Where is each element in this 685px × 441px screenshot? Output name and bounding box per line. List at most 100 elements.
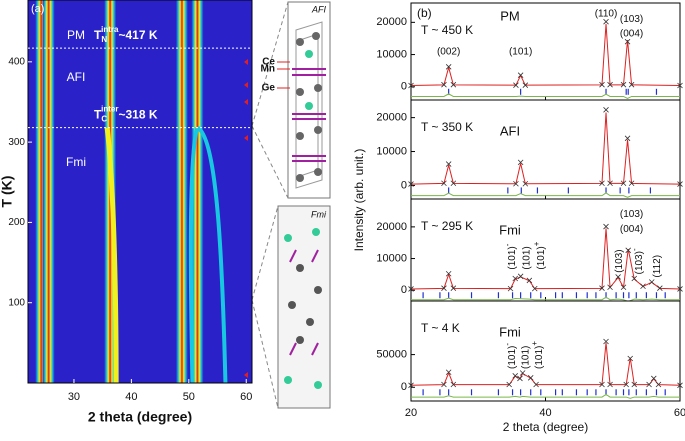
observed-point bbox=[450, 81, 457, 88]
phase-label: Fmi bbox=[499, 222, 521, 237]
atom bbox=[305, 50, 313, 58]
intensity-stripe bbox=[42, 0, 55, 383]
atom-label: Mn bbox=[261, 64, 275, 75]
peak-label: (103)- bbox=[630, 248, 645, 274]
observed-point bbox=[648, 279, 655, 285]
observed-point bbox=[640, 283, 646, 290]
cell-edges bbox=[295, 21, 323, 189]
observed-point bbox=[628, 180, 635, 187]
structure-frame bbox=[287, 1, 331, 199]
observed-point bbox=[527, 375, 534, 381]
atom bbox=[314, 381, 322, 389]
y-tick-label: 0 bbox=[401, 81, 407, 93]
peak-label: (004) bbox=[620, 28, 643, 39]
temperature-label: T ~ 350 K bbox=[421, 120, 473, 134]
atom bbox=[296, 336, 304, 344]
observed-point bbox=[517, 72, 524, 78]
observed-point bbox=[677, 82, 683, 89]
observed-point bbox=[531, 285, 538, 292]
peak-index-sup: - bbox=[503, 343, 512, 346]
x-tick-label: 40 bbox=[539, 407, 551, 419]
y-tick-label: 10000 bbox=[376, 252, 407, 264]
y-tick-label: 0 bbox=[401, 284, 407, 296]
peak-label: (101)+ bbox=[532, 241, 547, 269]
transition-sub: C bbox=[101, 115, 107, 124]
intensity-stripe bbox=[175, 0, 188, 383]
phase-label: PM bbox=[500, 8, 520, 23]
transition-sup: inter bbox=[101, 105, 118, 114]
temperature-label: T ~ 4 K bbox=[421, 321, 460, 335]
observed-point bbox=[506, 381, 512, 388]
profile-line bbox=[410, 112, 681, 185]
peak-label: (004) bbox=[620, 224, 643, 235]
observed-point bbox=[512, 275, 519, 282]
profile-line bbox=[411, 296, 680, 302]
x-tick-label: 50 bbox=[183, 391, 195, 403]
observed-point bbox=[603, 338, 609, 345]
peak-label: (101) bbox=[520, 346, 531, 369]
split-arc bbox=[188, 127, 200, 384]
peak-index: (110) bbox=[595, 8, 618, 19]
observed-point bbox=[450, 180, 457, 187]
peak-index-sup: - bbox=[630, 248, 639, 251]
observed-point bbox=[507, 285, 514, 292]
plot-frame bbox=[410, 99, 681, 200]
y-tick-label: 20000 bbox=[376, 221, 407, 233]
peak-index: (002) bbox=[437, 46, 460, 57]
observed-point bbox=[631, 275, 638, 282]
observed-point bbox=[646, 381, 652, 388]
connector-lines bbox=[251, 1, 289, 409]
atom bbox=[312, 228, 320, 236]
peak-index-sup: + bbox=[532, 241, 541, 246]
peak-index: (004) bbox=[620, 28, 643, 39]
y-tick-label: 100 bbox=[8, 297, 25, 308]
y-tick-label: 0 bbox=[401, 381, 407, 393]
y-tick-label: 400 bbox=[8, 56, 25, 67]
observed-point bbox=[603, 18, 609, 25]
transition-label: TNintra~417 K bbox=[94, 25, 158, 44]
structure-title: AFI bbox=[311, 4, 327, 14]
y-tick-label: 10000 bbox=[376, 145, 407, 157]
observed-point bbox=[677, 181, 683, 187]
observed-point bbox=[607, 284, 613, 291]
peak-label: (110) bbox=[595, 8, 618, 19]
peak-index: (004) bbox=[620, 224, 643, 235]
observed-point bbox=[625, 247, 632, 254]
structure-fmi bbox=[277, 205, 331, 409]
transition-label: TCinter~318 K bbox=[94, 105, 158, 124]
y-tick-label: 20000 bbox=[376, 112, 407, 124]
atom bbox=[312, 32, 320, 40]
y-tick-label: 50000 bbox=[376, 349, 407, 361]
observed-point bbox=[408, 382, 414, 389]
observed-point bbox=[627, 355, 634, 362]
observed-point bbox=[526, 277, 533, 284]
atom bbox=[296, 88, 304, 96]
plot-frame bbox=[410, 2, 681, 101]
atom bbox=[314, 168, 322, 176]
panel-label: (b) bbox=[417, 6, 432, 20]
transition-sub: N bbox=[101, 35, 107, 44]
x-axis-label: 2 theta (degree) bbox=[503, 420, 588, 434]
observed-point bbox=[599, 81, 605, 88]
peak-index: (101) bbox=[533, 346, 544, 369]
observed-point bbox=[624, 38, 631, 45]
heatmap-background bbox=[28, 0, 252, 383]
peak-label: (101) bbox=[521, 246, 532, 269]
transition-text: ~417 K bbox=[118, 28, 157, 42]
observed-point bbox=[512, 373, 519, 379]
profile-line bbox=[410, 342, 681, 386]
observed-point bbox=[441, 381, 447, 388]
label-arrows bbox=[277, 61, 290, 89]
y-axis-label: Intensity (arb. unit.) bbox=[352, 149, 366, 252]
peak-index: (103) bbox=[620, 14, 643, 25]
peak-index: (101) bbox=[535, 246, 546, 269]
observed-point bbox=[599, 285, 605, 291]
transition-text: ~318 K bbox=[118, 108, 157, 122]
peak-index-sup: - bbox=[503, 243, 512, 246]
observed-point bbox=[620, 180, 627, 187]
peak-index: (101) bbox=[509, 46, 532, 57]
observed-point bbox=[441, 81, 447, 88]
edge-arrow bbox=[244, 99, 248, 105]
atom bbox=[314, 286, 322, 294]
observed-point bbox=[655, 381, 662, 388]
